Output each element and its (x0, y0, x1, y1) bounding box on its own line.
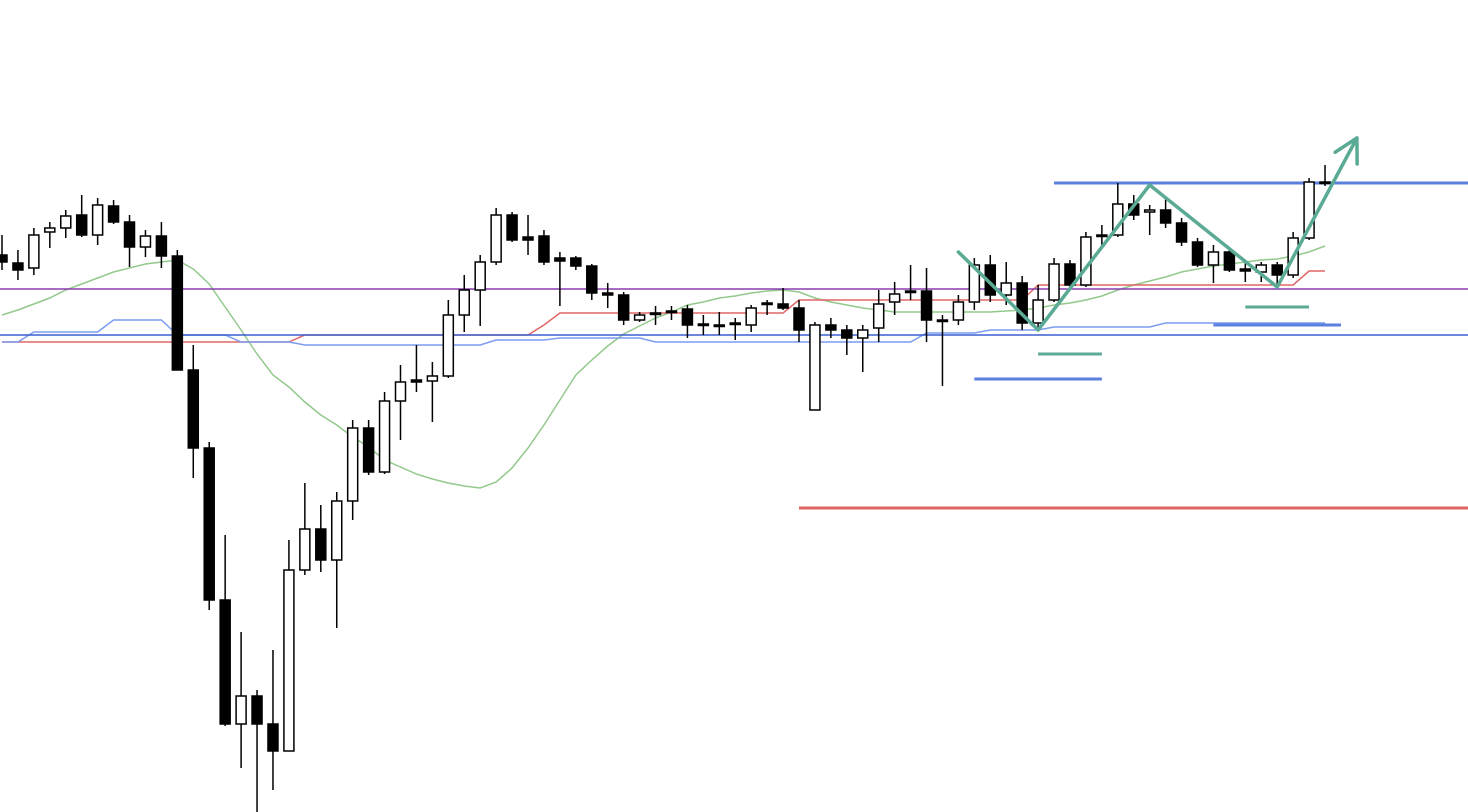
candle-body (458, 289, 471, 316)
candle-body (601, 292, 614, 296)
candle-body (522, 236, 534, 241)
candle-body (1159, 209, 1172, 224)
candle-body (633, 314, 646, 321)
candle-body (28, 234, 40, 269)
candle-body (203, 447, 215, 601)
candle-body (1032, 299, 1044, 324)
candle-body (474, 261, 486, 291)
candle-body (123, 221, 136, 248)
candle-body (1271, 264, 1283, 276)
candle-body (235, 695, 247, 725)
candle-body (315, 528, 327, 561)
zigzag-annotation (956, 136, 1359, 332)
candle-body (346, 427, 359, 502)
candle-body (554, 257, 566, 262)
candle-body (538, 235, 550, 263)
candle-body (1096, 234, 1108, 238)
candle-body (617, 294, 630, 321)
candle-body (1048, 263, 1060, 301)
indicator-line (2, 270, 1326, 343)
candle-body (44, 227, 56, 233)
candle-body (330, 500, 343, 561)
candle-body (410, 379, 423, 383)
candle-body (75, 214, 88, 236)
candle-body (936, 319, 949, 323)
candle-body (920, 290, 933, 321)
candle-body (713, 324, 726, 328)
candle-body (394, 381, 407, 402)
candle-body (968, 264, 981, 303)
candle-body (1016, 282, 1028, 324)
candle-body (91, 204, 104, 236)
candle-body (442, 314, 455, 377)
candle-body (665, 310, 678, 314)
candle-body (139, 235, 152, 248)
candle-body (362, 427, 375, 473)
candle-body (570, 257, 582, 267)
candle-body (1319, 181, 1331, 185)
candle-body (219, 599, 231, 725)
candle-body (283, 569, 295, 752)
indicator-line (1, 245, 1326, 489)
candle-body (60, 215, 72, 229)
candle-body (697, 323, 710, 327)
candle-body (0, 254, 8, 263)
candle-body (793, 307, 805, 331)
candle-body (777, 303, 789, 309)
candle-body (952, 301, 965, 321)
candle-body (649, 312, 662, 316)
candle-body (1143, 209, 1156, 213)
candle-body (490, 214, 502, 263)
candle-body (378, 400, 391, 473)
candle-body (187, 369, 200, 449)
candle-body (761, 302, 773, 306)
candle-body (1191, 241, 1204, 266)
candle-body (1223, 251, 1236, 271)
candle-body (1239, 268, 1252, 272)
candle-body (1207, 251, 1220, 266)
candle-body (1000, 282, 1012, 296)
candle-body (888, 293, 901, 303)
candle-body (1064, 263, 1076, 286)
candle-body (107, 205, 120, 223)
candle-body (1303, 181, 1315, 239)
candle-body (12, 262, 24, 271)
candle-body (745, 307, 757, 326)
candle-body (251, 695, 263, 725)
candle-body (729, 322, 741, 326)
candle-body (155, 235, 168, 257)
candle-body (586, 265, 598, 294)
candle-body (841, 329, 853, 339)
candle-body (426, 375, 439, 382)
candle-body (267, 723, 279, 752)
candle-body (506, 214, 518, 241)
candle-body (681, 308, 694, 326)
candle-body (299, 528, 311, 571)
candle-body (857, 329, 869, 339)
candle-body (171, 255, 184, 371)
candle-body (809, 324, 821, 411)
candle-body (825, 324, 837, 331)
arrow-head (1333, 136, 1359, 166)
candle-body (872, 303, 885, 329)
candle-body (904, 290, 917, 294)
candle-body (1175, 222, 1188, 243)
